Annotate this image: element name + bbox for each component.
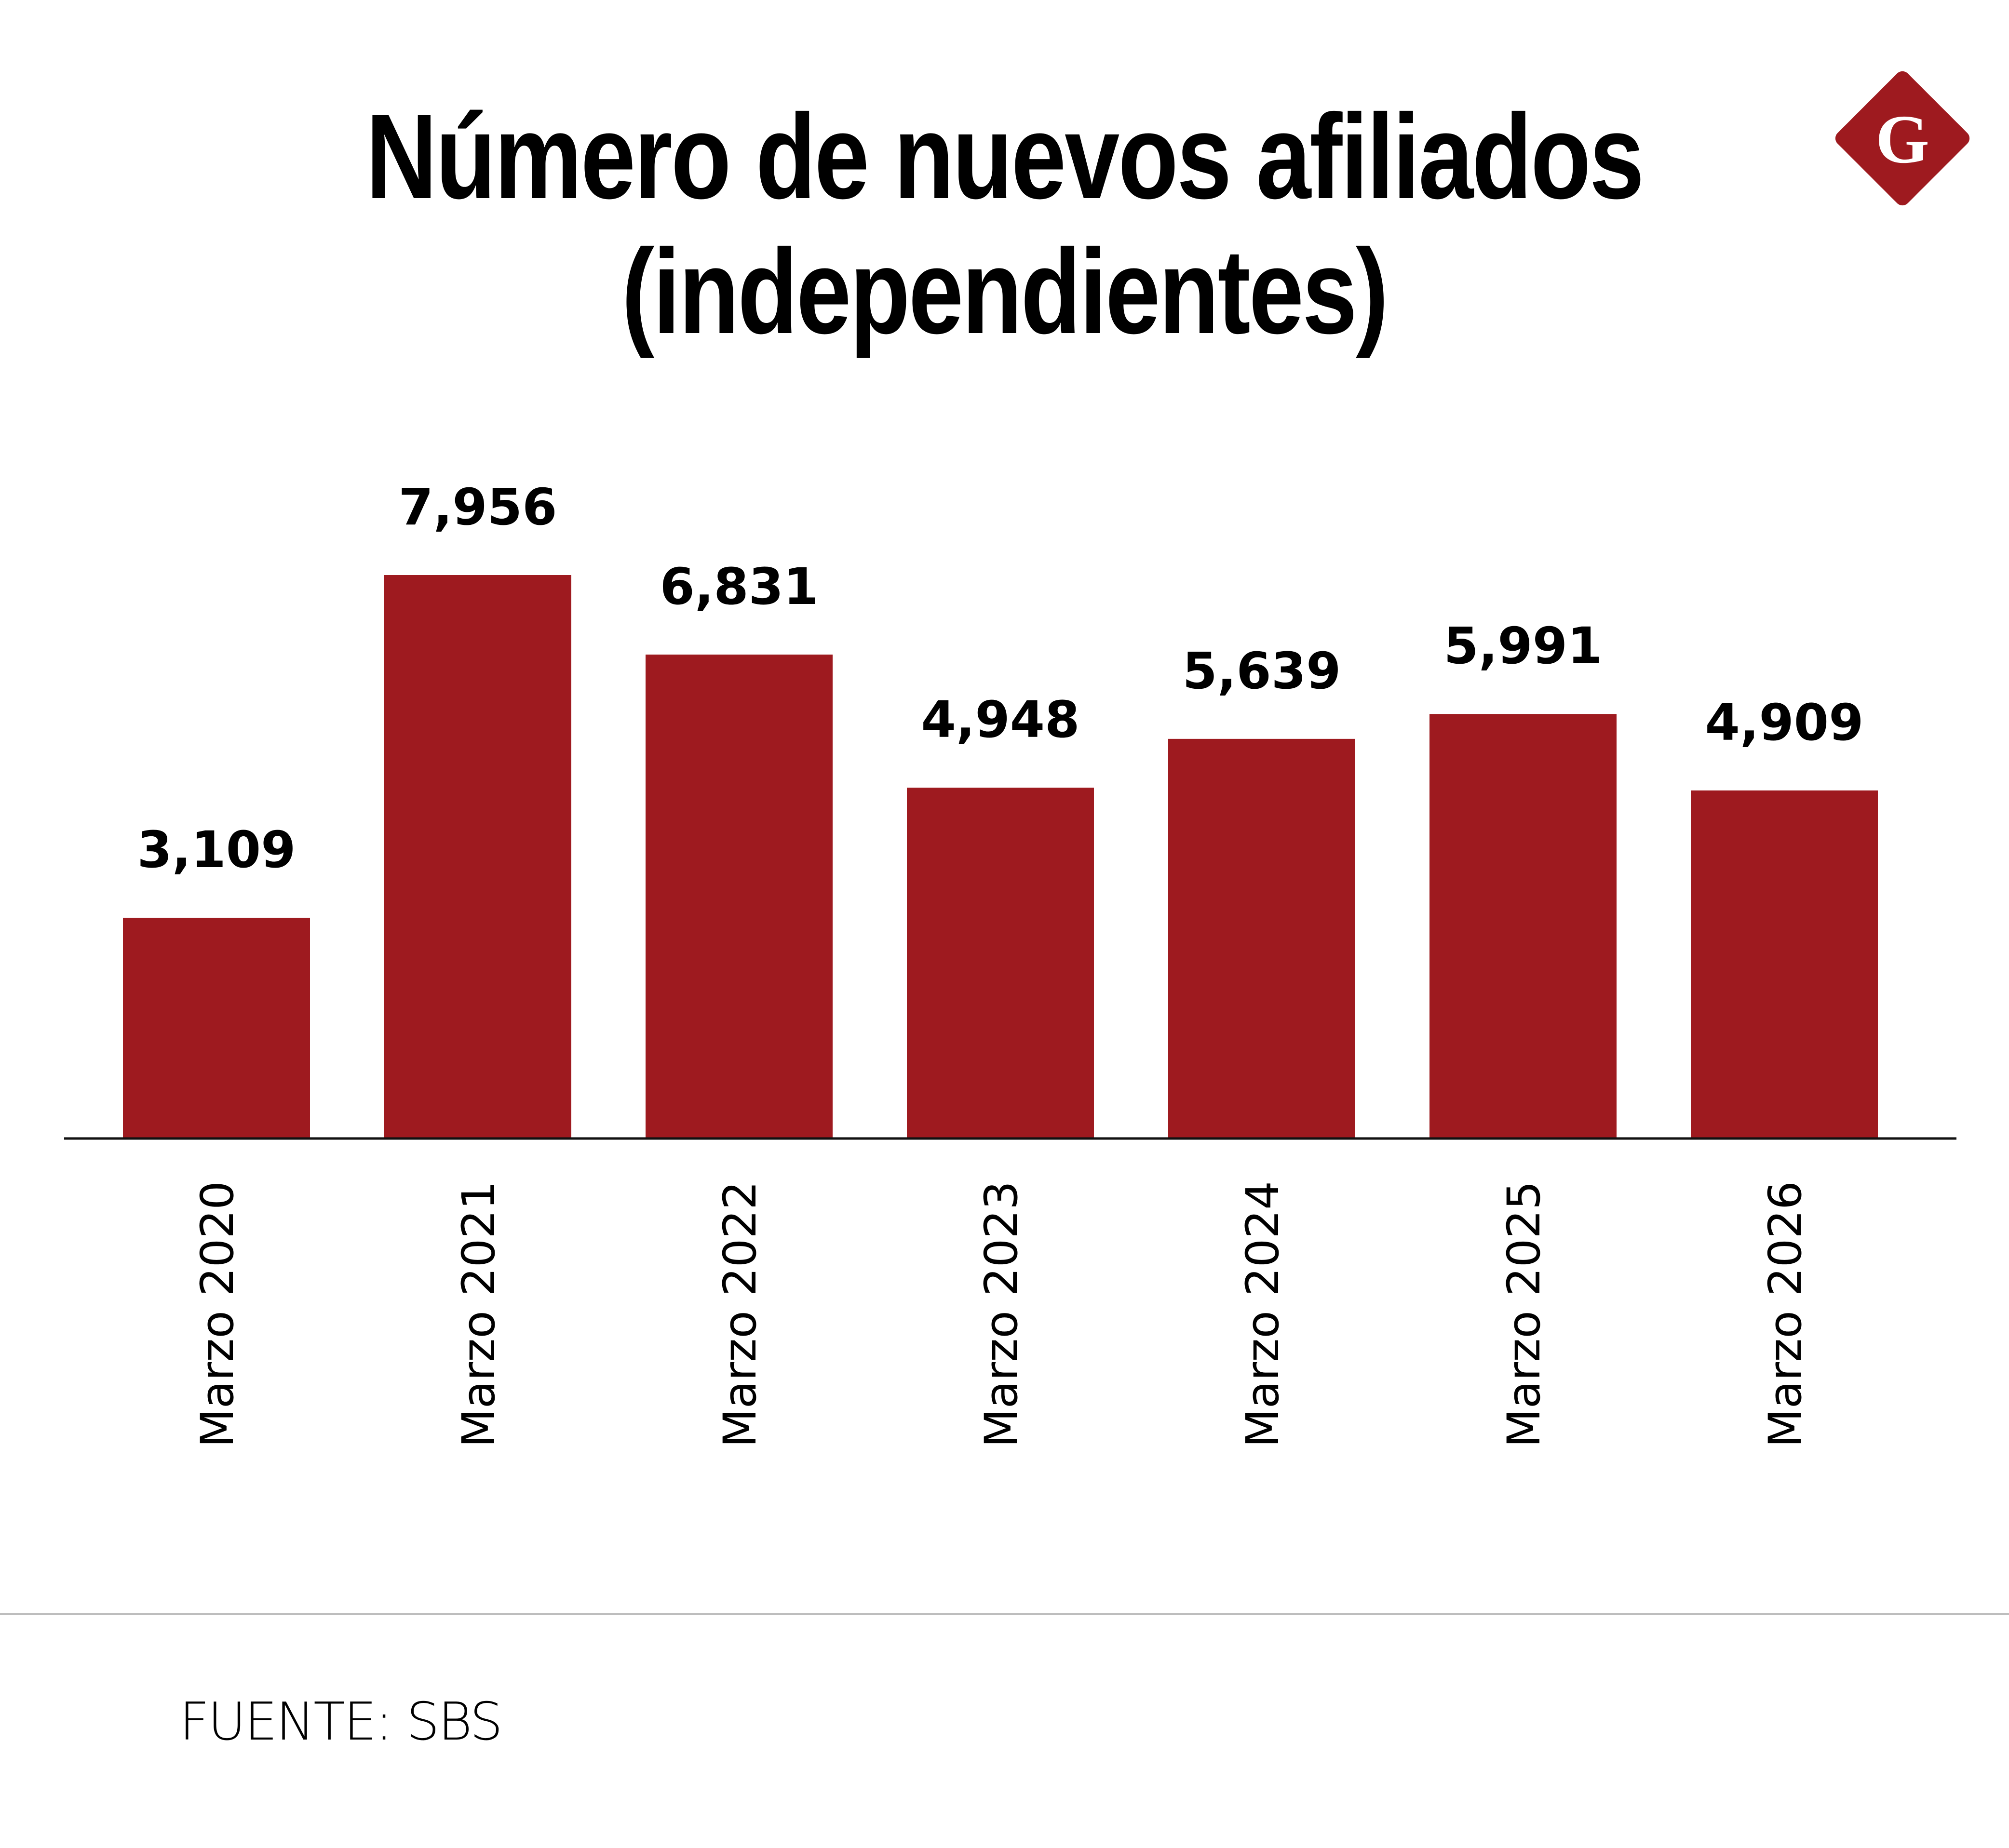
data-label: 5,991 xyxy=(1444,616,1603,675)
bar-marzo-2025 xyxy=(1429,714,1617,1138)
divider xyxy=(0,1613,2009,1615)
bar-marzo-2020 xyxy=(123,917,310,1138)
bar-marzo-2021 xyxy=(384,575,571,1138)
x-tick-label: Marzo 2021 xyxy=(453,1181,505,1447)
x-tick-label: Marzo 2025 xyxy=(1498,1181,1551,1447)
data-label: 3,109 xyxy=(137,820,296,879)
bar-marzo-2022 xyxy=(646,655,833,1138)
data-label: 5,639 xyxy=(1183,642,1341,700)
svg-text:G: G xyxy=(1875,101,1929,178)
title-text-1: Número de nuevos afiliados xyxy=(366,89,1645,224)
x-tick-label: Marzo 2020 xyxy=(191,1181,244,1447)
chart-title-line-2: (independientes) xyxy=(0,231,2009,352)
x-tick-label: Marzo 2022 xyxy=(714,1181,767,1447)
x-tick-label: Marzo 2026 xyxy=(1759,1181,1812,1447)
x-tick-label: Marzo 2024 xyxy=(1237,1181,1289,1447)
brand-logo-icon: G xyxy=(1835,71,1970,206)
data-label: 4,909 xyxy=(1705,693,1864,752)
x-tick-label: Marzo 2023 xyxy=(975,1181,1028,1447)
data-label: 6,831 xyxy=(660,557,819,616)
title-text-2: (independientes) xyxy=(621,224,1389,359)
source-note: FUENTE: SBS xyxy=(179,1692,503,1752)
chart-title-line-1: Número de nuevos afiliados xyxy=(0,96,2009,217)
data-label: 7,956 xyxy=(399,478,557,536)
bar-marzo-2024 xyxy=(1168,738,1355,1138)
bar-marzo-2023 xyxy=(907,788,1094,1138)
bar-marzo-2026 xyxy=(1691,790,1878,1138)
data-label: 4,948 xyxy=(921,690,1080,749)
